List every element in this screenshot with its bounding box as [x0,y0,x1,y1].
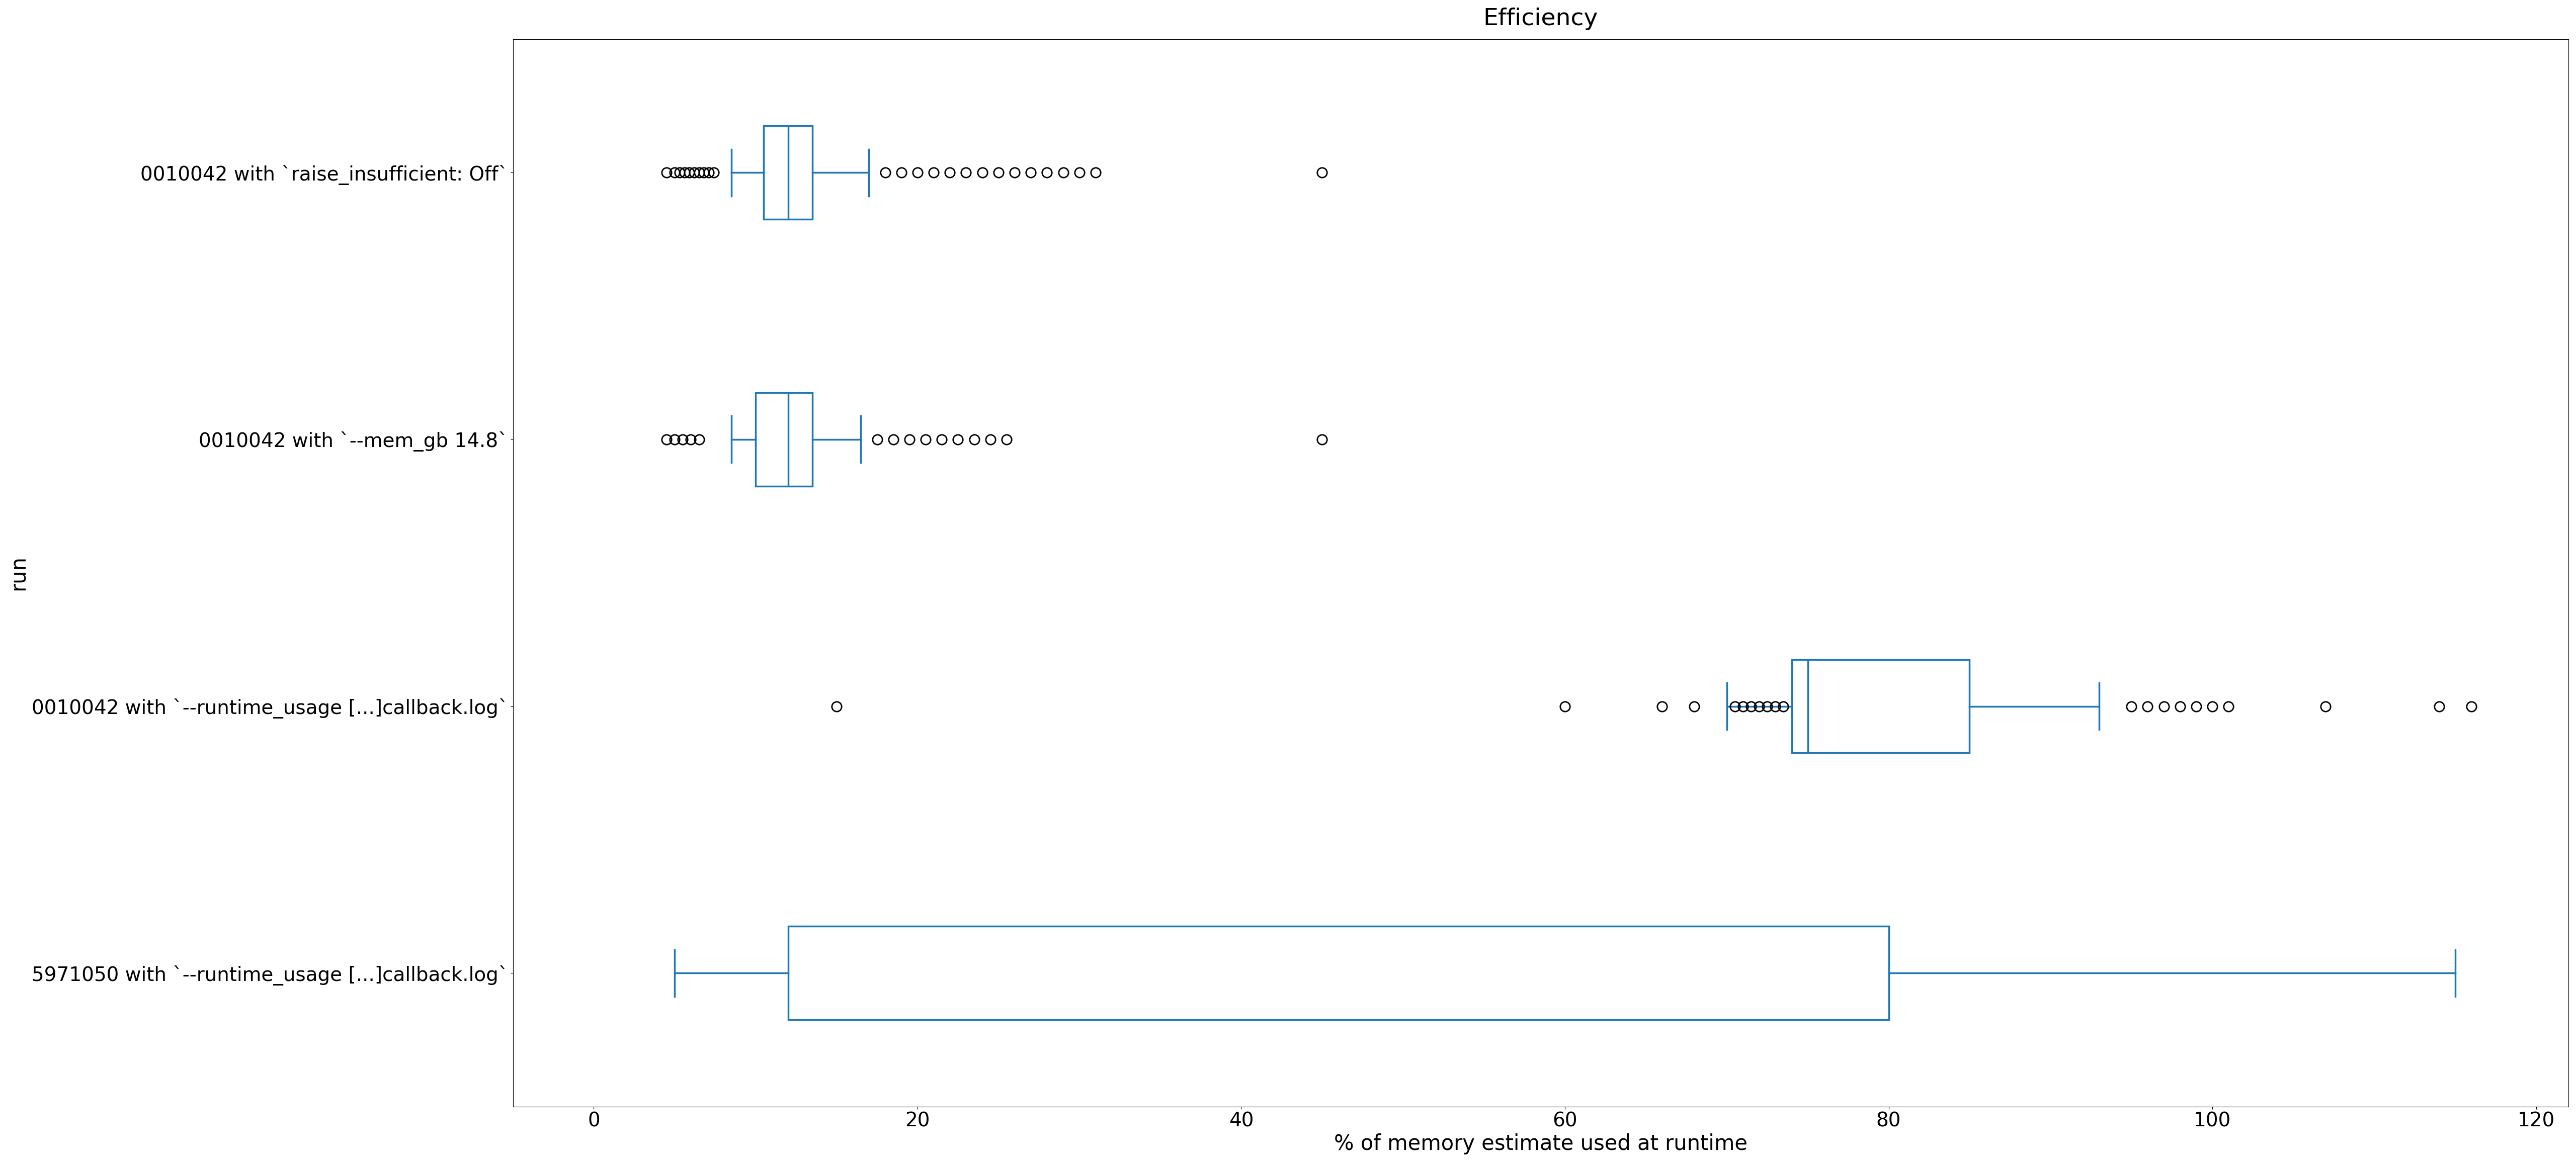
Y-axis label: run: run [8,555,28,590]
PathPatch shape [755,393,811,486]
Title: Efficiency: Efficiency [1484,7,1597,30]
PathPatch shape [1790,660,1971,753]
PathPatch shape [788,926,1888,1020]
X-axis label: % of memory estimate used at runtime: % of memory estimate used at runtime [1334,1133,1747,1155]
PathPatch shape [762,125,811,220]
